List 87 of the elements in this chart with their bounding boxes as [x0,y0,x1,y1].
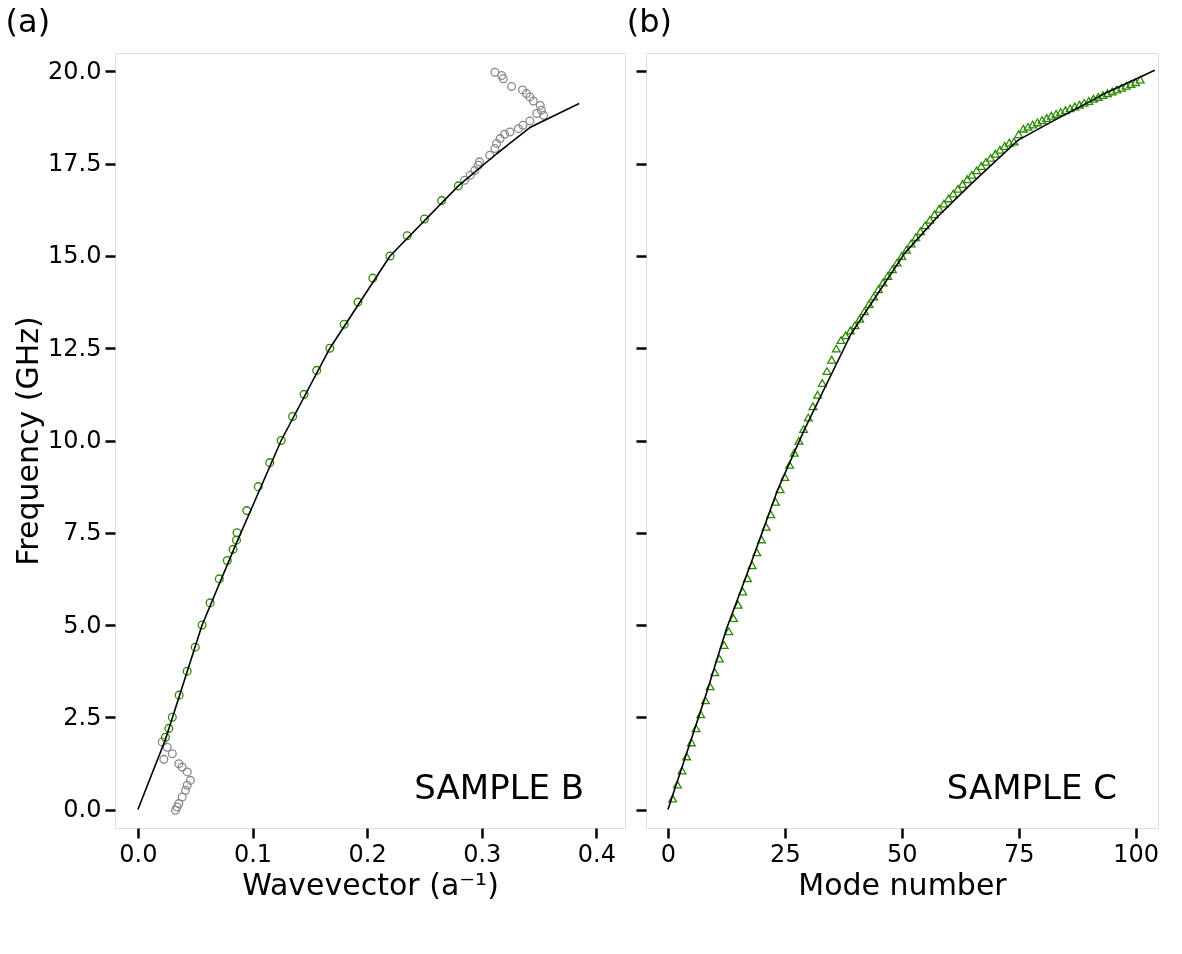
point [185,775,195,785]
point [222,555,232,565]
chart-title: (b) [626,2,673,40]
point [535,100,545,110]
x-tick-label: 0.0 [119,839,158,868]
point [232,528,242,538]
point [465,170,475,180]
line-series [137,102,580,811]
point [470,165,480,175]
point [505,127,515,137]
point [159,754,169,764]
point [532,109,542,119]
point [518,120,528,130]
point [437,196,447,206]
point [312,365,322,375]
point [402,231,412,241]
point [353,297,363,307]
point [164,723,174,733]
x-tick-label: 100 [1113,839,1159,868]
point [242,506,252,516]
point [182,767,192,777]
point [490,144,500,154]
y-axis-title: Frequency (GHz) [10,316,46,566]
x-tick-label: 0.4 [577,839,616,868]
point [539,110,549,120]
x-tick-label: 0 [660,839,677,868]
point [182,666,192,676]
point [500,129,510,139]
point [288,412,298,422]
point [162,742,172,752]
point [536,105,546,115]
y-tick-label: 0.0 [63,795,102,824]
y-tick-label: 20.0 [48,56,102,85]
point [453,181,463,191]
point [325,343,335,353]
point [528,96,538,106]
y-tick-label: 12.5 [48,333,102,362]
point [513,124,523,134]
point [525,116,535,126]
x-tick-label: 75 [1003,839,1035,868]
point [182,780,192,790]
point [339,319,349,329]
point [495,134,505,144]
point [253,482,263,492]
x-axis-title: Wavevector (a⁻¹) [242,866,499,902]
y-tick-label: 2.5 [63,702,102,731]
point [174,690,184,700]
point [299,389,309,399]
y-tick-label: 15.0 [48,241,102,270]
point [214,574,224,584]
point [167,749,177,759]
chart-title: (a) [5,2,51,40]
x-tick-label: 0.2 [348,839,387,868]
point [492,138,502,148]
point [419,214,429,224]
point [228,544,238,554]
point [485,150,495,160]
point [157,737,167,747]
point [180,785,191,795]
x-tick-label: 0.3 [463,839,502,868]
x-tick-label: 25 [770,839,801,868]
y-tick-label: 5.0 [63,610,102,639]
point [507,82,517,92]
point [190,642,200,652]
y-tick-label: 10.0 [48,426,102,454]
point [160,732,170,742]
annotation: SAMPLE C [946,767,1118,807]
point [490,67,500,77]
y-tick-label: 7.5 [63,518,102,547]
point [177,792,187,802]
x-tick-label: 0.1 [233,839,273,868]
point [167,712,177,722]
point [460,175,470,185]
point [276,435,286,446]
point [525,92,535,102]
y-tick-label: 17.5 [48,149,102,178]
point [521,89,531,99]
point [368,273,378,283]
point [385,251,395,261]
point [265,458,275,468]
point [231,535,242,545]
x-tick-label: 50 [886,839,918,868]
point [197,620,207,630]
annotation: SAMPLE B [414,767,585,807]
point [205,598,215,608]
x-axis-title: Mode number [798,866,1008,902]
point [518,85,528,95]
